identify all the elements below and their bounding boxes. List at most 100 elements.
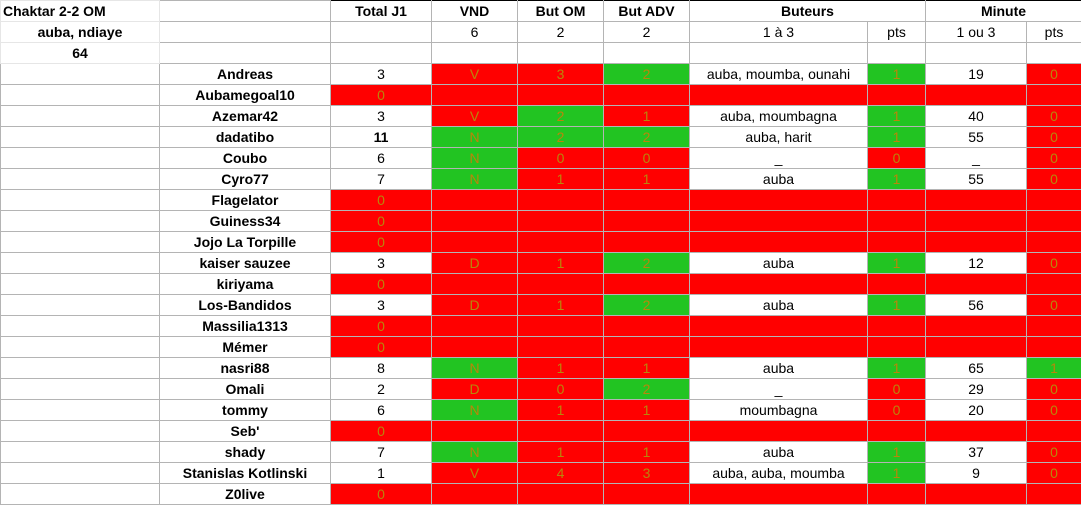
buteurs-cell[interactable]: moumbagna [689,399,868,421]
but-adv-cell[interactable]: 2 [603,63,690,85]
empty-cell[interactable] [1025,210,1081,232]
buteurs-pts-cell[interactable]: 1 [867,441,926,463]
vnd-points-cell[interactable]: 6 [431,21,518,43]
empty-cell[interactable] [330,42,432,64]
empty-cell[interactable] [689,273,868,295]
total-cell[interactable]: 3 [330,63,432,85]
empty-cell[interactable] [603,42,690,64]
empty-cell[interactable] [1025,84,1081,106]
empty-cell[interactable] [689,210,868,232]
empty-cell[interactable] [867,189,926,211]
empty-cell[interactable] [1025,420,1081,442]
vnd-cell[interactable]: V [431,462,518,484]
minute-cell[interactable]: 55 [925,126,1027,148]
but-adv-cell[interactable]: 1 [603,441,690,463]
minute-pts-cell[interactable]: 0 [1025,126,1081,148]
empty-cell[interactable] [925,42,1027,64]
empty-cell[interactable] [925,231,1027,253]
player-name[interactable]: Jojo La Torpille [159,231,331,253]
but-adv-cell[interactable]: 1 [603,357,690,379]
total-cell[interactable]: 0 [330,84,432,106]
total-cell[interactable]: 0 [330,420,432,442]
empty-cell[interactable] [0,147,160,169]
empty-cell[interactable] [1025,315,1081,337]
vnd-cell[interactable]: N [431,441,518,463]
but-adv-cell[interactable]: 2 [603,252,690,274]
empty-cell[interactable] [603,210,690,232]
empty-cell[interactable] [689,336,868,358]
player-name[interactable]: Aubamegoal10 [159,84,331,106]
empty-cell[interactable] [0,231,160,253]
empty-cell[interactable] [1025,42,1081,64]
but-om-cell[interactable]: 1 [517,357,604,379]
player-name[interactable]: Flagelator [159,189,331,211]
empty-cell[interactable] [867,42,926,64]
buteurs-cell[interactable]: auba, moumbagna [689,105,868,127]
minute-cell[interactable]: 29 [925,378,1027,400]
buteurs-cell[interactable]: auba [689,168,868,190]
minute-pts-cell[interactable]: 0 [1025,441,1081,463]
total-cell[interactable]: 2 [330,378,432,400]
but-adv-cell[interactable]: 0 [603,147,690,169]
minute-cell[interactable]: _ [925,147,1027,169]
empty-cell[interactable] [0,105,160,127]
empty-cell[interactable] [689,189,868,211]
minute-cell[interactable]: 65 [925,357,1027,379]
but-adv-cell[interactable]: 2 [603,126,690,148]
empty-cell[interactable] [603,336,690,358]
empty-cell[interactable] [517,84,604,106]
minute-pts-cell[interactable]: 0 [1025,105,1081,127]
empty-cell[interactable] [431,483,518,505]
player-name[interactable]: Seb' [159,420,331,442]
total-cell[interactable]: 0 [330,315,432,337]
minute-cell[interactable]: 12 [925,252,1027,274]
empty-cell[interactable] [867,336,926,358]
player-name[interactable]: tommy [159,399,331,421]
minute-cell[interactable]: 40 [925,105,1027,127]
buteurs-pts-cell[interactable]: 1 [867,126,926,148]
empty-cell[interactable] [925,210,1027,232]
player-name[interactable]: shady [159,441,331,463]
vnd-header[interactable]: VND [431,0,518,22]
empty-cell[interactable] [431,84,518,106]
player-name[interactable]: Omali [159,378,331,400]
player-name[interactable]: Stanislas Kotlinski [159,462,331,484]
empty-cell[interactable] [925,273,1027,295]
but-om-header[interactable]: But OM [517,0,604,22]
total-cell[interactable]: 6 [330,399,432,421]
empty-cell[interactable] [603,273,690,295]
empty-cell[interactable] [689,315,868,337]
empty-cell[interactable] [517,189,604,211]
empty-cell[interactable] [431,210,518,232]
vnd-cell[interactable]: N [431,168,518,190]
empty-cell[interactable] [925,336,1027,358]
minute-cell[interactable]: 19 [925,63,1027,85]
player-name[interactable]: nasri88 [159,357,331,379]
buteurs-cell[interactable]: auba [689,294,868,316]
empty-cell[interactable] [867,231,926,253]
empty-cell[interactable] [0,315,160,337]
match-result-cell[interactable]: Chaktar 2-2 OM [0,0,160,22]
empty-cell[interactable] [0,399,160,421]
minute-pts-label[interactable]: pts [1025,21,1081,43]
minute-pts-cell[interactable]: 0 [1025,378,1081,400]
empty-cell[interactable] [431,189,518,211]
total-cell[interactable]: 0 [330,231,432,253]
empty-cell[interactable] [925,420,1027,442]
player-name[interactable]: dadatibo [159,126,331,148]
empty-cell[interactable] [0,126,160,148]
buteurs-pts-cell[interactable]: 1 [867,357,926,379]
buteurs-cell[interactable]: auba, auba, moumba [689,462,868,484]
empty-cell[interactable] [0,252,160,274]
empty-cell[interactable] [0,294,160,316]
empty-cell[interactable] [517,336,604,358]
buteurs-pts-cell[interactable]: 0 [867,147,926,169]
empty-cell[interactable] [925,84,1027,106]
but-om-cell[interactable]: 2 [517,126,604,148]
player-name[interactable]: Guiness34 [159,210,331,232]
empty-cell[interactable] [925,189,1027,211]
minute-pts-cell[interactable]: 0 [1025,462,1081,484]
buteurs-range-cell[interactable]: 1 à 3 [689,21,868,43]
total-cell[interactable]: 0 [330,336,432,358]
empty-cell[interactable] [0,336,160,358]
